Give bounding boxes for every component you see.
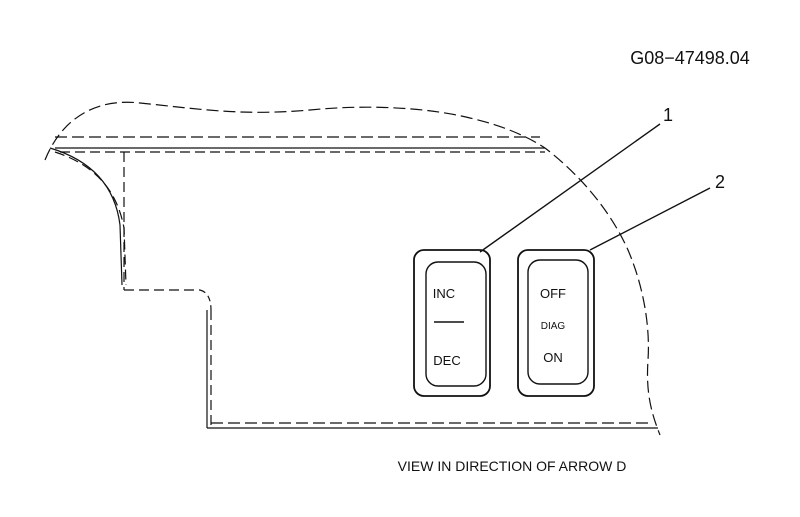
callout-1: 1 bbox=[479, 105, 673, 253]
console-edge bbox=[49, 147, 127, 290]
switch-1-bottom-label: DEC bbox=[433, 353, 460, 368]
view-caption: VIEW IN DIRECTION OF ARROW D bbox=[398, 458, 627, 474]
switch-off-diag-on: OFF DIAG ON bbox=[517, 249, 595, 397]
figure-id: G08−47498.04 bbox=[630, 48, 750, 68]
switch-2-bottom-label: ON bbox=[543, 350, 563, 365]
switch-1-bezel bbox=[413, 249, 491, 397]
switch-inc-dec: INC DEC bbox=[413, 249, 491, 397]
stepped-edge bbox=[124, 289, 212, 428]
panel-outline bbox=[44, 101, 661, 436]
switch-2-bezel bbox=[517, 249, 595, 397]
switch-1-rocker bbox=[425, 261, 487, 387]
switch-2-rocker bbox=[527, 259, 589, 385]
switch-2-middle-label: DIAG bbox=[541, 321, 566, 332]
switch-2-top-label: OFF bbox=[540, 286, 566, 301]
callout-2-number: 2 bbox=[715, 172, 725, 192]
switch-1-top-label: INC bbox=[433, 286, 455, 301]
callout-2-leader bbox=[589, 187, 711, 251]
callout-1-leader bbox=[479, 123, 661, 253]
top-rail bbox=[55, 136, 545, 153]
callout-2: 2 bbox=[589, 172, 725, 251]
callout-1-number: 1 bbox=[663, 105, 673, 125]
bottom-rail bbox=[207, 422, 658, 429]
